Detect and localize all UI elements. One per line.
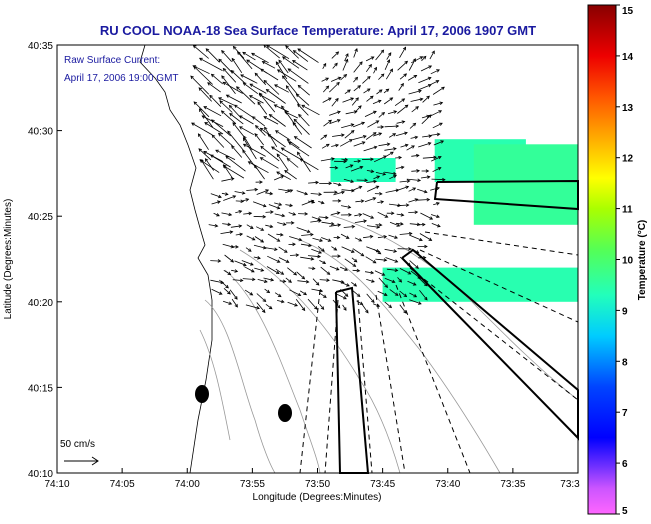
colorbar-tick-label: 14: [622, 52, 634, 63]
colorbar-tick-label: 6: [622, 459, 628, 470]
colorbar: [588, 5, 616, 514]
y-tick-label: 40:15: [28, 383, 53, 394]
inset-label-line2: April 17, 2006 19:00 GMT: [64, 73, 179, 84]
colorbar-tick-label: 5: [622, 506, 628, 517]
colorbar-tick-label: 7: [622, 408, 628, 419]
x-tick-label: 73:35: [500, 479, 525, 490]
sst-patch-3: [383, 268, 578, 302]
colorbar-tick-label: 12: [622, 154, 634, 165]
sst-patch-2: [474, 144, 578, 225]
x-tick-label: 73:50: [305, 479, 330, 490]
chart-title: RU COOL NOAA-18 Sea Surface Temperature:…: [100, 23, 536, 38]
y-tick-label: 40:10: [28, 469, 53, 480]
y-tick-label: 40:25: [28, 212, 53, 223]
station-marker-1: [195, 385, 209, 403]
colorbar-tick-label: 8: [622, 357, 628, 368]
colorbar-tick-label: 10: [622, 256, 634, 267]
y-tick-label: 40:20: [28, 298, 53, 309]
colorbar-tick-label: 13: [622, 103, 634, 114]
x-tick-label: 73:40: [435, 479, 460, 490]
inset-label-line1: Raw Surface Current:: [64, 55, 160, 66]
x-axis-label: Longitude (Degrees:Minutes): [253, 492, 382, 503]
x-tick-label: 73:3: [560, 479, 580, 490]
map-plot-area: [57, 45, 578, 473]
y-tick-label: 40:35: [28, 41, 53, 52]
scale-arrow-label: 50 cm/s: [60, 439, 95, 450]
x-tick-label: 74:10: [44, 479, 69, 490]
station-marker-2: [278, 404, 292, 422]
colorbar-ticks: 5 6 7 8 9 10 11 12 13 14 15: [616, 5, 634, 517]
x-tick-label: 73:55: [240, 479, 265, 490]
x-tick-label: 73:45: [370, 479, 395, 490]
y-axis-label: Latitude (Degrees:Minutes): [3, 199, 14, 320]
colorbar-tick-label: 9: [622, 306, 628, 317]
x-tick-label: 74:05: [110, 479, 135, 490]
current-vector: [210, 261, 220, 262]
x-tick-label: 74:00: [175, 479, 200, 490]
colorbar-tick-label: 11: [622, 205, 633, 216]
colorbar-tick-label: 15: [622, 6, 634, 17]
y-tick-label: 40:30: [28, 127, 53, 138]
colorbar-label: Temperature (°C): [637, 220, 648, 301]
